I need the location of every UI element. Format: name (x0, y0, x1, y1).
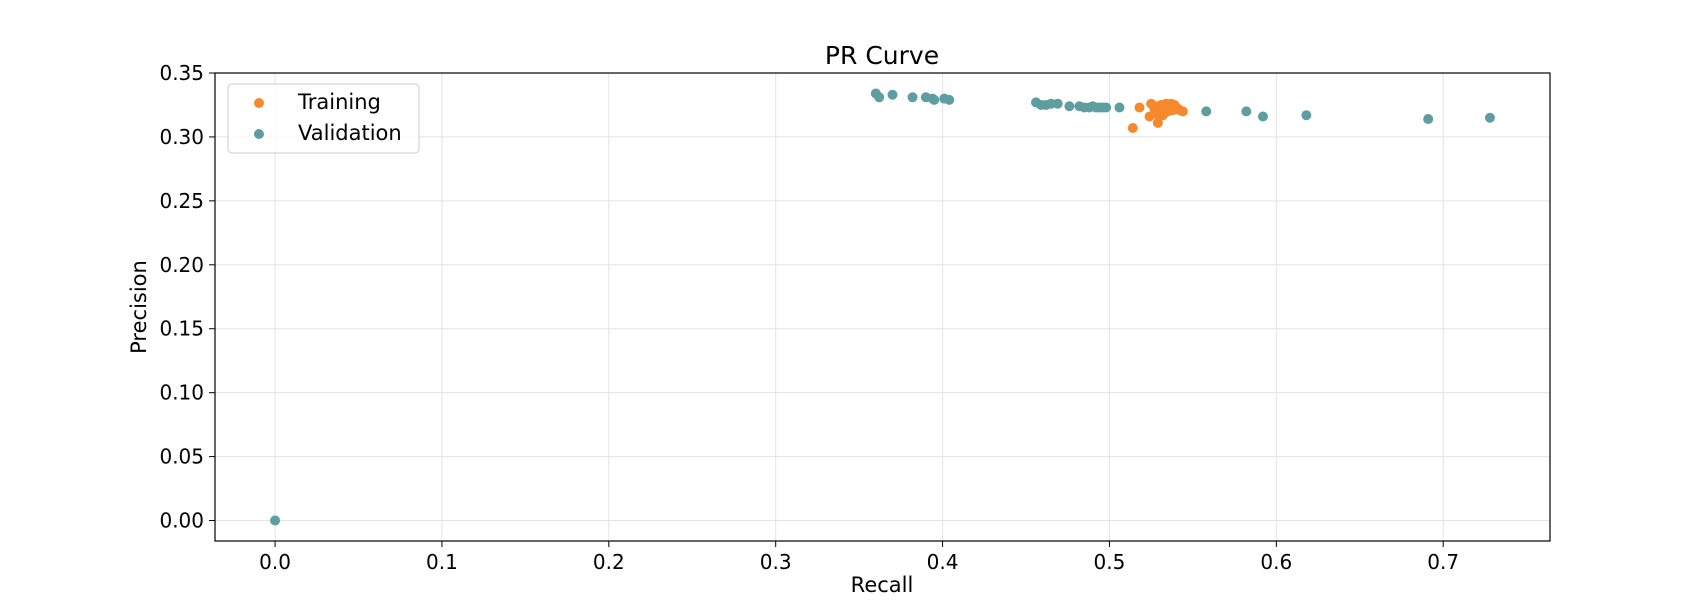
y-tick-label: 0.05 (159, 445, 204, 469)
y-axis-label: Precision (127, 260, 151, 354)
x-tick-label: 0.1 (426, 550, 458, 574)
legend-label-training: Training (297, 90, 381, 114)
y-tick-label: 0.35 (159, 61, 204, 85)
point-validation (907, 92, 918, 103)
x-axis-label: Recall (851, 573, 914, 597)
point-validation (1101, 102, 1112, 113)
chart-title: PR Curve (825, 41, 939, 70)
y-tick-label: 0.25 (159, 189, 204, 213)
point-validation (1484, 112, 1495, 123)
x-tick-label: 0.3 (760, 550, 792, 574)
y-tick-label: 0.15 (159, 317, 204, 341)
point-validation (1241, 106, 1252, 117)
plot-area-frame (214, 72, 1551, 542)
x-tick-label: 0.4 (927, 550, 959, 574)
legend: Training Validation (227, 83, 420, 154)
x-tick-label: 0.0 (259, 550, 291, 574)
point-validation (874, 92, 885, 103)
legend-marker-training (254, 98, 264, 108)
legend-marker-validation (254, 129, 264, 139)
point-validation (1257, 111, 1268, 122)
x-tick-label: 0.2 (593, 550, 625, 574)
x-tick-label: 0.7 (1427, 550, 1459, 574)
y-tick-label: 0.30 (159, 125, 204, 149)
point-validation (1114, 102, 1125, 113)
point-validation (1423, 114, 1434, 125)
point-validation (1064, 101, 1075, 112)
point-validation (270, 515, 281, 526)
point-validation (1052, 98, 1063, 109)
point-validation (1201, 106, 1212, 117)
point-validation (944, 94, 955, 105)
point-validation (1301, 110, 1312, 121)
axis-ticks: 0.0 0.1 0.2 0.3 0.4 0.5 0.6 0.7 0.00 0.05 0.10 0.15… (159, 61, 1459, 574)
legend-label-validation: Validation (298, 121, 402, 145)
y-tick-label: 0.10 (159, 381, 204, 405)
point-training (1177, 106, 1188, 117)
data-points (270, 88, 1495, 526)
y-tick-label: 0.00 (159, 509, 204, 533)
point-validation (929, 94, 940, 105)
x-tick-label: 0.6 (1260, 550, 1292, 574)
legend-box (227, 83, 420, 154)
point-training (1152, 117, 1163, 128)
point-validation (887, 89, 898, 100)
x-tick-label: 0.5 (1094, 550, 1126, 574)
point-training (1127, 122, 1138, 133)
point-training (1134, 102, 1145, 113)
y-tick-label: 0.20 (159, 253, 204, 277)
